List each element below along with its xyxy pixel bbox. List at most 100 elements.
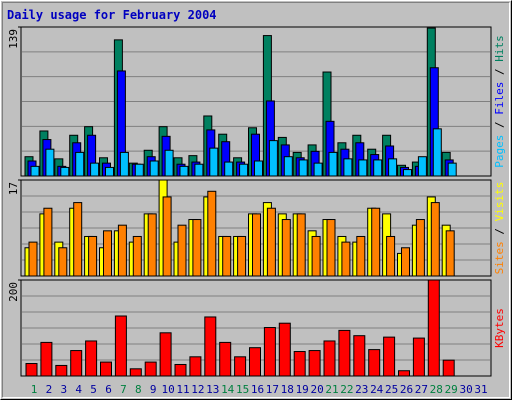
bar: [30, 165, 40, 177]
bar: [398, 370, 410, 377]
bar: [134, 163, 144, 177]
bar: [75, 151, 85, 177]
y-tick-label: 17: [7, 182, 20, 195]
bar: [447, 162, 457, 177]
bar: [427, 279, 440, 377]
bar: [326, 219, 336, 277]
bar: [114, 315, 127, 377]
bar: [296, 213, 306, 277]
x-tick-label: 20: [310, 383, 323, 396]
bar: [43, 207, 53, 277]
bar: [224, 161, 234, 177]
bar: [249, 347, 261, 377]
bar: [209, 147, 219, 177]
legend-separator: /: [493, 221, 506, 241]
bar: [371, 207, 381, 277]
bar: [430, 202, 440, 277]
bar: [323, 340, 336, 377]
x-tick-label: 24: [370, 383, 384, 396]
bar: [383, 336, 396, 377]
x-tick-label: 30: [459, 383, 472, 396]
bar: [222, 235, 232, 277]
x-tick-label: 4: [75, 383, 82, 396]
bar: [45, 148, 55, 177]
bar: [401, 247, 410, 277]
legend-entry: Hits: [493, 35, 506, 62]
x-tick-label: 12: [191, 383, 204, 396]
bar: [25, 363, 38, 377]
bar: [85, 340, 98, 377]
bar: [263, 327, 276, 377]
bar: [353, 335, 366, 377]
bar: [237, 235, 247, 277]
bar: [254, 160, 263, 177]
bar: [442, 359, 455, 377]
x-tick-label: 15: [236, 383, 249, 396]
bar: [70, 350, 83, 377]
x-tick-label: 22: [340, 383, 353, 396]
bar: [132, 235, 142, 277]
x-tick-label: 16: [251, 383, 264, 396]
bar: [144, 361, 157, 377]
bar: [204, 316, 217, 377]
bar: [328, 151, 338, 177]
x-tick-label: 6: [105, 383, 112, 396]
bar: [278, 322, 291, 377]
legend-entry: Visits: [493, 182, 506, 222]
bar: [308, 350, 321, 377]
bar: [252, 213, 261, 277]
x-tick-label: 23: [355, 383, 368, 396]
legend-entry: Pages: [493, 135, 506, 168]
bar: [174, 363, 187, 377]
bar: [55, 364, 68, 377]
y-tick-label: 200: [7, 282, 20, 302]
x-tick-label: 27: [415, 383, 428, 396]
bar: [412, 337, 425, 377]
bar: [28, 241, 38, 277]
legend-separator: /: [493, 62, 506, 82]
bar: [445, 230, 455, 277]
bar: [73, 202, 83, 277]
x-tick-label: 10: [161, 383, 174, 396]
x-tick-label: 7: [120, 383, 127, 396]
bar: [164, 149, 174, 177]
bar: [58, 247, 68, 277]
bar: [192, 219, 202, 277]
bar: [162, 196, 172, 277]
bar: [40, 341, 53, 377]
bar: [147, 213, 157, 277]
bar: [88, 235, 98, 277]
legend-separator: /: [493, 115, 506, 135]
x-tick-label: 19: [296, 383, 309, 396]
legend: Sites / Visits: [493, 182, 506, 275]
x-tick-label: 18: [281, 383, 294, 396]
bar: [207, 190, 217, 277]
x-tick-label: 17: [266, 383, 279, 396]
legend: Pages / Files / Hits: [493, 35, 506, 168]
x-tick-label: 25: [385, 383, 398, 396]
bar: [343, 158, 353, 177]
bar: [194, 163, 204, 177]
y-tick-label: 139: [7, 29, 20, 49]
x-tick-label: 2: [46, 383, 53, 396]
bar: [368, 349, 381, 377]
legend: KBytes: [493, 308, 506, 348]
bar: [415, 219, 425, 277]
bar: [149, 160, 159, 177]
x-tick-label: 13: [206, 383, 219, 396]
bar: [103, 230, 112, 277]
x-tick-label: 26: [400, 383, 413, 396]
x-tick-label: 31: [474, 383, 487, 396]
bar: [100, 361, 112, 377]
x-tick-label: 14: [221, 383, 235, 396]
bar: [358, 159, 368, 177]
x-tick-label: 9: [150, 383, 157, 396]
legend-entry: Sites: [493, 241, 506, 274]
bar: [219, 341, 232, 377]
bar: [179, 165, 189, 177]
bar: [341, 241, 351, 277]
bar: [432, 128, 442, 177]
bar: [105, 166, 114, 177]
x-tick-label: 29: [445, 383, 458, 396]
